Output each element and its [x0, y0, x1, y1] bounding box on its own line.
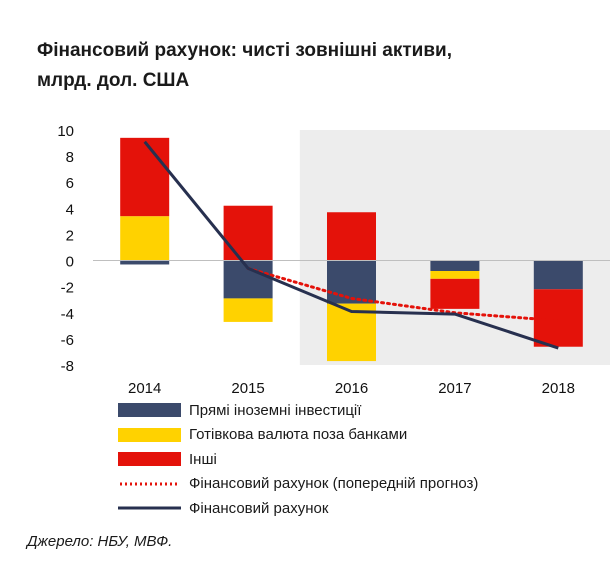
bar-segment — [533, 289, 583, 347]
bar-segment — [120, 137, 170, 217]
bar-segment — [430, 278, 480, 309]
legend-swatch-fdi-fill — [118, 403, 181, 418]
legend-label-forecast: Фінансовий рахунок (попередній прогноз) — [189, 475, 479, 493]
chart-title-line1: Фінансовий рахунок: чисті зовнішні актив… — [37, 40, 452, 61]
financial-account-line — [143, 140, 559, 350]
y-tick-label: 4 — [66, 201, 74, 218]
y-tick-label: 10 — [57, 123, 74, 140]
legend-item-cash: Готівкова валюта поза банками — [118, 423, 478, 448]
x-tick-label: 2016 — [335, 380, 368, 397]
legend-swatch-other-fill — [118, 452, 181, 467]
legend-item-fdi: Прямі іноземні інвестиції — [118, 398, 478, 423]
x-tick-label: 2015 — [231, 380, 264, 397]
y-tick-label: 0 — [66, 254, 74, 271]
bar-segment — [223, 205, 273, 261]
x-tick-label: 2017 — [438, 380, 471, 397]
forecast-line — [246, 266, 560, 323]
y-tick-label: 2 — [66, 227, 74, 244]
bar-segment — [223, 298, 273, 322]
y-tick-label: -4 — [61, 306, 74, 323]
chart-title: Фінансовий рахунок: чисті зовнішні актив… — [37, 36, 597, 96]
legend-swatch-financial-account — [118, 506, 181, 510]
legend-label-cash: Готівкова валюта поза банками — [189, 426, 408, 444]
bar-segment — [327, 260, 376, 304]
legend-label-fdi: Прямі іноземні інвестиції — [189, 401, 362, 419]
source-note: Джерело: НБУ, МВФ. — [27, 533, 173, 550]
legend-swatch-forecast — [120, 482, 179, 486]
bar-segment — [120, 260, 170, 265]
bar-segment — [430, 260, 480, 271]
legend-swatch-other — [118, 452, 181, 467]
y-tick-label: -6 — [61, 332, 74, 349]
legend-label-other: Інші — [189, 450, 217, 468]
legend-swatch-fdi — [118, 403, 181, 418]
bar-segment — [120, 216, 170, 261]
chart-title-line2: млрд. дол. США — [37, 70, 190, 91]
x-tick-label: 2018 — [542, 380, 575, 397]
bar-segment — [533, 260, 583, 290]
legend-label-financial-account: Фінансовий рахунок — [189, 499, 329, 517]
chart-area: 10 8 6 4 2 0 -2 -4 -6 -8 2014 2015 2016 2017 2018 — [57, 123, 610, 397]
legend-item-other: Інші — [118, 447, 478, 472]
y-tick-label: 8 — [66, 149, 74, 166]
legend-swatch-cash-fill — [118, 427, 181, 442]
bar-segment — [430, 271, 480, 279]
bar-segment — [327, 212, 376, 261]
legend-item-forecast: Фінансовий рахунок (попередній прогноз) — [118, 472, 478, 497]
y-tick-label: 6 — [66, 175, 74, 192]
y-tick-label: -8 — [61, 358, 74, 375]
x-tick-label: 2014 — [128, 380, 161, 397]
legend-swatch-cash — [118, 427, 181, 442]
legend: Прямі іноземні інвестиції Готівкова валю… — [118, 398, 478, 521]
y-tick-label: -2 — [61, 280, 74, 297]
legend-item-financial-account: Фінансовий рахунок — [118, 496, 478, 521]
